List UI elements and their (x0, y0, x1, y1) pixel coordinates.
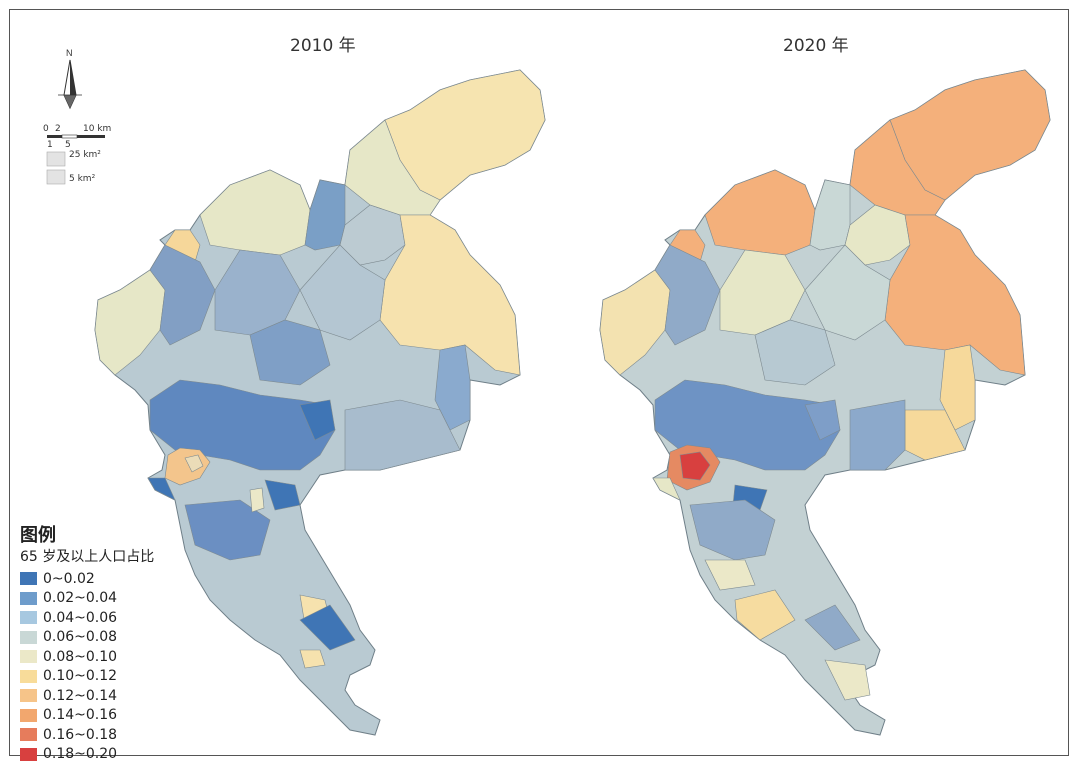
legend-item: 0.12~0.14 (20, 686, 154, 706)
legend-rows: 0~0.02 0.02~0.04 0.04~0.06 0.06~0.08 0.08~0.… (20, 569, 154, 764)
legend-item: 0.10~0.12 (20, 667, 154, 687)
scale-tick-0: 0 (43, 124, 49, 134)
legend-item: 0.02~0.04 (20, 589, 154, 609)
legend-swatch (20, 630, 37, 644)
legend-item: 0.08~0.10 (20, 647, 154, 667)
scale-tick-1: 1 (47, 140, 53, 150)
north-arrow-icon (58, 59, 82, 110)
legend-item: 0.14~0.16 (20, 706, 154, 726)
scale-tick-2: 2 (55, 124, 61, 134)
map-2010 (94, 69, 546, 736)
legend-subtitle: 65 岁及以上人口占比 (20, 549, 155, 565)
legend-swatch (20, 689, 37, 703)
legend-item: 0.18~0.20 (20, 745, 154, 765)
legend-swatch (20, 747, 37, 761)
scale-tick-5: 5 (65, 140, 71, 150)
legend-label: 0.02~0.04 (43, 590, 118, 607)
map-title-2020: 2020 年 (783, 36, 849, 56)
legend-item: 0.04~0.06 (20, 608, 154, 628)
map-2020 (599, 69, 1051, 736)
legend-swatch (20, 728, 37, 742)
legend: 图例 65 岁及以上人口占比 0~0.02 0.02~0.04 0.04~0.06 0… (20, 525, 154, 764)
scale-tick-10: 10 km (83, 124, 112, 134)
legend-swatch (20, 591, 37, 605)
legend-swatch (20, 572, 37, 586)
legend-label: 0.16~0.18 (43, 726, 118, 743)
legend-label: 0.14~0.16 (43, 707, 118, 724)
inset-label-5: 5 km² (69, 174, 96, 184)
legend-swatch (20, 708, 37, 722)
legend-swatch (20, 650, 37, 664)
legend-item: 0.16~0.18 (20, 725, 154, 745)
legend-label: 0~0.02 (43, 570, 95, 587)
inset-label-25: 25 km² (69, 150, 101, 160)
legend-item: 0~0.02 (20, 569, 154, 589)
north-label: N (66, 48, 73, 58)
legend-label: 0.08~0.10 (43, 648, 118, 665)
legend-swatch (20, 611, 37, 625)
scale-bar (47, 134, 105, 139)
legend-swatch (20, 669, 37, 683)
inset-boxes (46, 151, 66, 185)
legend-label: 0.04~0.06 (43, 609, 118, 626)
legend-title: 图例 (20, 525, 56, 546)
legend-label: 0.12~0.14 (43, 687, 118, 704)
legend-label: 0.18~0.20 (43, 746, 118, 763)
legend-label: 0.06~0.08 (43, 629, 118, 646)
legend-item: 0.06~0.08 (20, 628, 154, 648)
map-title-2010: 2010 年 (290, 36, 356, 56)
legend-label: 0.10~0.12 (43, 668, 118, 685)
